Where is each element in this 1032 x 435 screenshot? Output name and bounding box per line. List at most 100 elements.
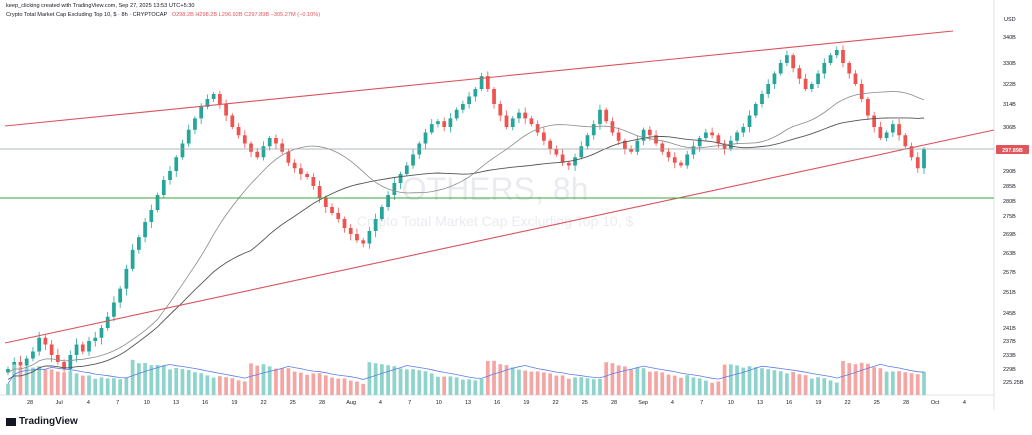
volume-bar [74, 373, 79, 395]
y-tick-label: 269B [1003, 232, 1016, 238]
volume-bar [461, 379, 465, 395]
volume-bar [118, 379, 123, 395]
y-tick-label: 306B [1003, 125, 1016, 131]
volume-bar [143, 363, 147, 395]
volume-bar [49, 369, 54, 395]
candle-body [722, 143, 727, 149]
candle-body [803, 78, 808, 89]
volume-bar [448, 376, 453, 395]
candle-body [130, 249, 135, 269]
candle-body [112, 302, 116, 317]
x-tick-label: 4 [87, 400, 90, 406]
volume-bar [249, 363, 253, 395]
candle-body [161, 180, 166, 195]
x-tick-label: Sep [638, 400, 648, 406]
volume-bar [535, 371, 540, 395]
volume-bar [548, 373, 552, 395]
volume-bar [230, 378, 235, 395]
volume-bar [317, 373, 322, 395]
volume-bar [124, 377, 129, 395]
candle-body [367, 231, 372, 244]
volume-bar [93, 378, 98, 395]
symbol-title[interactable]: Crypto Total Market Cap Excluding Top 10… [6, 12, 168, 18]
x-tick-label: 13 [465, 400, 471, 406]
x-tick-label: 22 [845, 400, 851, 406]
candle-body [217, 94, 222, 104]
y-tick-label: 237B [1003, 339, 1016, 345]
volume-bar [280, 368, 285, 395]
volume-bar [87, 375, 91, 395]
volume-bar [255, 365, 260, 395]
volume-bar [828, 380, 833, 395]
candle-body [68, 355, 73, 369]
volume-bar [498, 364, 503, 395]
candle-body [647, 129, 652, 136]
attribution-text: keep_clicking created with TradingView.c… [6, 3, 195, 9]
candle-body [517, 112, 521, 119]
candle-body [467, 96, 471, 104]
candle-body [224, 104, 228, 116]
candle-body [355, 234, 359, 241]
candle-body [55, 355, 60, 362]
volume-bar [330, 377, 334, 395]
volume-bar [174, 368, 179, 395]
candle-body [691, 146, 696, 155]
volume-bar [299, 372, 303, 395]
candle-body [24, 358, 29, 366]
volume-bar [579, 377, 584, 395]
volume-bar [510, 367, 515, 395]
candle-body [822, 63, 827, 74]
candle-body [143, 222, 147, 238]
candle-body [785, 55, 789, 63]
volume-bar [710, 382, 715, 395]
x-tick-label: 10 [728, 400, 734, 406]
volume-bar [523, 370, 528, 395]
candle-body [274, 138, 278, 144]
volume-bar [31, 367, 35, 395]
volume-bar [392, 366, 397, 395]
volume-bar [404, 369, 409, 395]
volume-bar [105, 378, 110, 395]
candle-body [461, 104, 465, 110]
volume-bar [666, 374, 671, 395]
candle-body [280, 143, 285, 152]
y-tick-label: 229B [1003, 367, 1016, 373]
volume-bar [199, 373, 204, 395]
y-tick-label: 285B [1003, 184, 1016, 190]
volume-bar [180, 369, 185, 395]
volume-bar [6, 383, 10, 395]
candle-body [380, 207, 384, 219]
volume-bar [629, 369, 633, 395]
volume-bar [909, 373, 914, 395]
candle-body [909, 146, 914, 158]
x-tick-label: 28 [319, 400, 325, 406]
candle-body [735, 132, 739, 141]
volume-bar [766, 369, 771, 395]
volume-bar [411, 369, 415, 395]
volume-bar [841, 361, 845, 395]
candle-body [585, 135, 590, 147]
volume-bar [922, 371, 926, 395]
volume-bar [816, 377, 820, 395]
candle-body [80, 344, 85, 352]
candle-body [816, 73, 820, 84]
volume-bar [647, 371, 652, 395]
candle-body [510, 118, 515, 127]
candle-body [809, 84, 814, 89]
x-tick-label: 4 [671, 400, 674, 406]
candle-body [292, 162, 297, 169]
volume-bar [890, 371, 895, 395]
candle-body [641, 129, 646, 141]
candle-body [834, 50, 839, 56]
volume-bar [485, 361, 490, 395]
symbol-line: Crypto Total Market Cap Excluding Top 10… [6, 12, 320, 18]
volume-bar [872, 367, 877, 395]
candle-body [99, 328, 104, 338]
candle-body [791, 55, 796, 69]
y-tick-label: 280B [1003, 199, 1016, 205]
x-tick-label: 13 [757, 400, 763, 406]
x-tick-label: 25 [874, 400, 880, 406]
volume-bar [735, 365, 739, 395]
candle-body [922, 149, 926, 169]
